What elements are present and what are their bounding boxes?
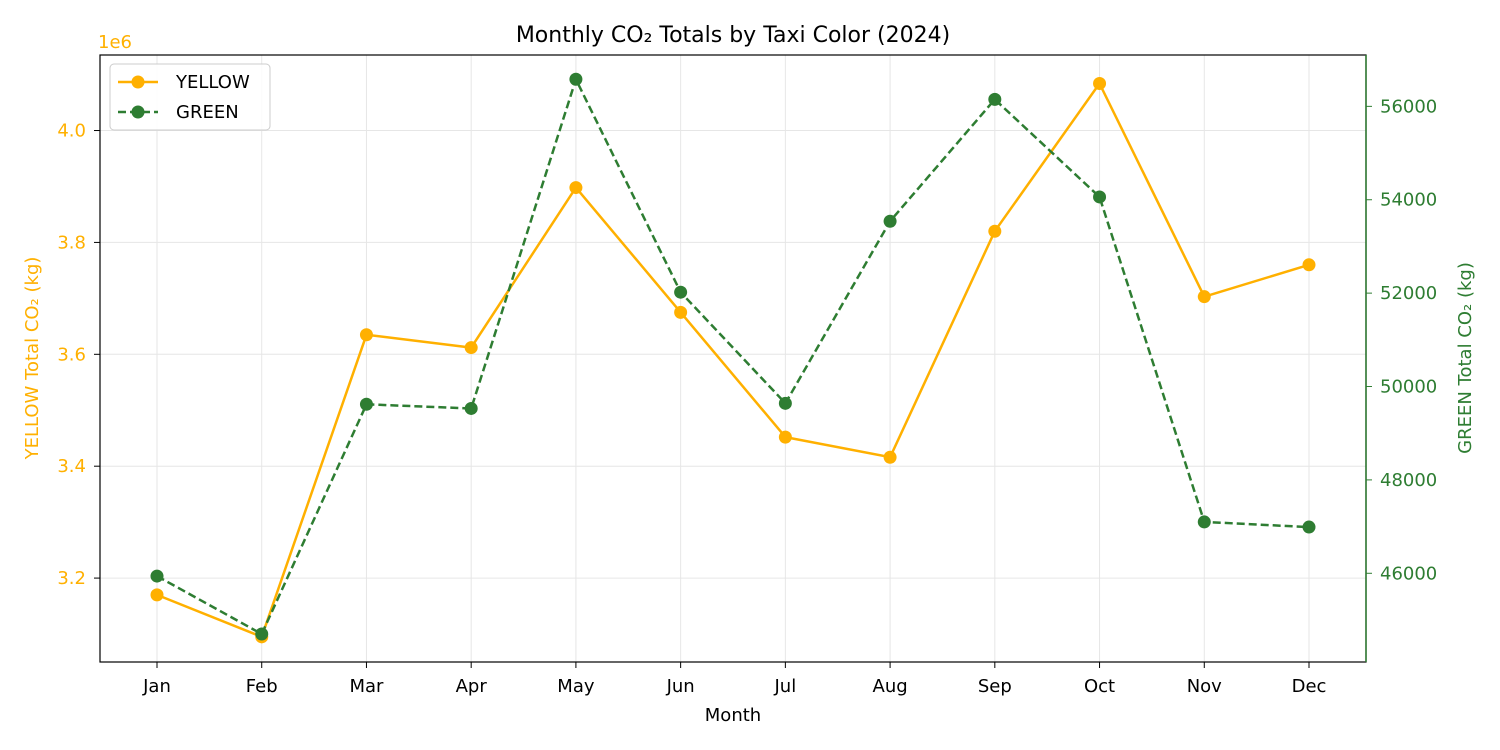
left-tick-label-1: 3.4 [57,456,86,477]
point-green-nov [1197,515,1211,529]
x-tick-label-may: May [557,676,595,697]
x-tick-label-aug: Aug [873,676,908,697]
legend-yellow-marker [131,75,145,89]
x-tick-label-nov: Nov [1187,676,1222,697]
point-green-dec [1302,520,1316,534]
legend-box [109,63,271,131]
point-yellow-jan [150,588,164,602]
point-green-mar [359,397,373,411]
left-tick-label-4: 4.0 [57,121,86,142]
point-yellow-dec [1302,258,1316,272]
x-tick-label-jan: Jan [142,676,171,697]
legend-item-green: GREEN [118,102,239,123]
series-layer [150,72,1316,644]
point-green-oct [1093,190,1107,204]
right-tick-label-1: 48000 [1380,470,1437,491]
x-tick-label-mar: Mar [349,676,384,697]
point-green-sep [988,92,1002,106]
point-yellow-aug [883,450,897,464]
x-tick-label-oct: Oct [1084,676,1115,697]
point-yellow-oct [1093,77,1107,91]
point-yellow-nov [1197,290,1211,304]
left-tick-label-3: 3.8 [57,232,86,253]
chart-title: Monthly CO₂ Totals by Taxi Color (2024) [516,23,950,48]
ticks: Jan Feb Mar Apr May Jun Jul Aug Sep Oct Nov Dec 3.2 3… [57,96,1437,697]
point-yellow-jun [674,305,688,319]
point-green-jun [674,285,688,299]
legend-item-yellow: YELLOW [118,72,250,93]
legend-yellow-label: YELLOW [175,72,250,93]
point-yellow-mar [359,328,373,342]
left-axis-offset-label: 1e6 [98,32,132,53]
point-green-jul [778,396,792,410]
point-green-may [569,72,583,86]
x-tick-label-jun: Jun [666,676,695,697]
left-tick-label-2: 3.6 [57,344,86,365]
right-axis-label: GREEN Total CO₂ (kg) [1455,262,1476,454]
point-green-aug [883,214,897,228]
point-green-jan [150,569,164,583]
point-yellow-may [569,181,583,195]
plot-frame [99,54,1367,663]
left-axis-label: YELLOW Total CO₂ (kg) [22,257,43,461]
point-yellow-apr [464,341,478,355]
x-tick-label-sep: Sep [978,676,1012,697]
legend: YELLOW GREEN [109,63,271,131]
point-green-feb [255,627,269,641]
series-line-green [156,78,1310,636]
x-tick-label-jul: Jul [774,676,797,697]
point-yellow-sep [988,224,1002,238]
legend-green-label: GREEN [176,102,239,123]
right-tick-label-0: 46000 [1380,563,1437,584]
x-tick-label-apr: Apr [456,676,488,697]
right-tick-label-2: 50000 [1380,377,1437,398]
grid [100,55,1366,662]
right-tick-label-3: 52000 [1380,283,1437,304]
left-tick-label-0: 3.2 [57,568,86,589]
x-tick-label-feb: Feb [246,676,278,697]
legend-green-marker [131,105,145,119]
point-yellow-jul [778,430,792,444]
right-tick-label-5: 56000 [1380,96,1437,117]
point-green-apr [464,401,478,415]
right-tick-label-4: 54000 [1380,190,1437,211]
series-line-yellow [156,82,1310,639]
x-tick-label-dec: Dec [1292,676,1327,697]
x-axis-label: Month [705,705,761,726]
